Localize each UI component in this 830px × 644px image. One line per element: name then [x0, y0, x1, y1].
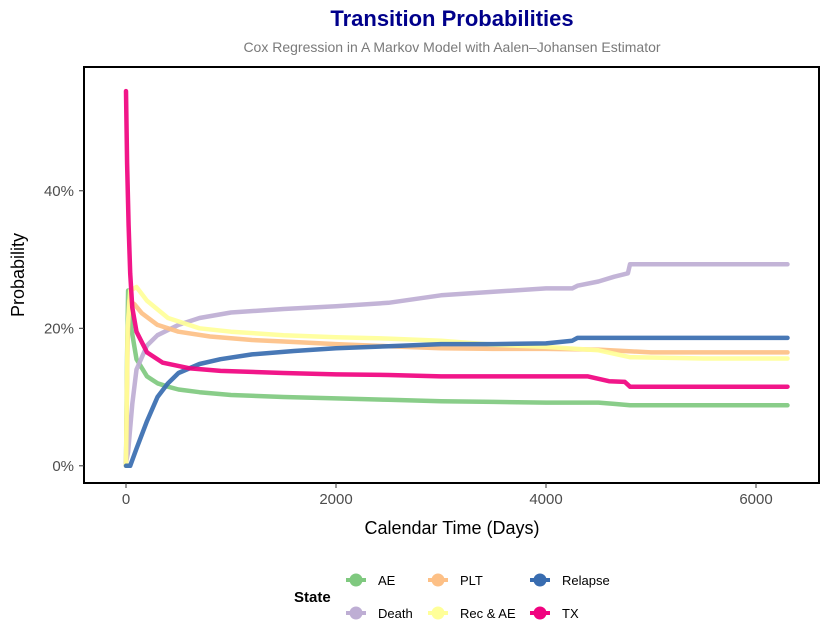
- x-axis: 0 2000 4000 6000: [122, 483, 773, 508]
- y-axis-title: Probability: [8, 233, 28, 317]
- legend-key-ae: AE: [346, 573, 396, 588]
- series-line-tx: [123, 88, 790, 389]
- x-tick-label: 6000: [739, 491, 772, 508]
- x-tick-label: 4000: [529, 491, 562, 508]
- legend-swatch-dot: [431, 573, 445, 587]
- legend-label: Death: [378, 606, 413, 621]
- series-line-relapse: [123, 335, 790, 469]
- legend-key-rec-ae: Rec & AE: [428, 606, 516, 621]
- legend-label: TX: [562, 606, 579, 621]
- y-tick-label: 0%: [52, 458, 74, 475]
- legend-swatch-dot: [533, 606, 547, 620]
- legend-swatch-dot: [349, 606, 363, 620]
- plot-panel: [83, 66, 820, 484]
- legend-label: Rec & AE: [460, 606, 516, 621]
- legend-swatch-dot: [533, 573, 547, 587]
- legend-label: Relapse: [562, 573, 610, 588]
- legend-key-plt: PLT: [428, 573, 483, 588]
- legend-label: PLT: [460, 573, 483, 588]
- y-axis: 0% 20% 40%: [44, 183, 84, 475]
- series-line-rec-ae: [123, 284, 790, 469]
- series-layer: [123, 88, 790, 469]
- y-tick-label: 40%: [44, 183, 74, 200]
- y-tick-label: 20%: [44, 320, 74, 337]
- x-axis-title: Calendar Time (Days): [364, 518, 539, 538]
- x-tick-label: 0: [122, 491, 130, 508]
- x-tick-label: 2000: [319, 491, 352, 508]
- legend-title: State: [294, 589, 331, 606]
- chart-title: Transition Probabilities: [330, 6, 573, 31]
- legend-swatch-dot: [349, 573, 363, 587]
- legend-key-death: Death: [346, 606, 413, 621]
- legend-key-tx: TX: [530, 606, 579, 621]
- legend-label: AE: [378, 573, 396, 588]
- legend-key-relapse: Relapse: [530, 573, 610, 588]
- series-line-ae: [123, 288, 790, 469]
- series-line-death: [123, 262, 790, 465]
- legend: State AE Death PLT Rec & AE Relapse TX: [294, 573, 610, 621]
- chart-subtitle: Cox Regression in A Markov Model with Aa…: [243, 39, 660, 55]
- legend-swatch-dot: [431, 606, 445, 620]
